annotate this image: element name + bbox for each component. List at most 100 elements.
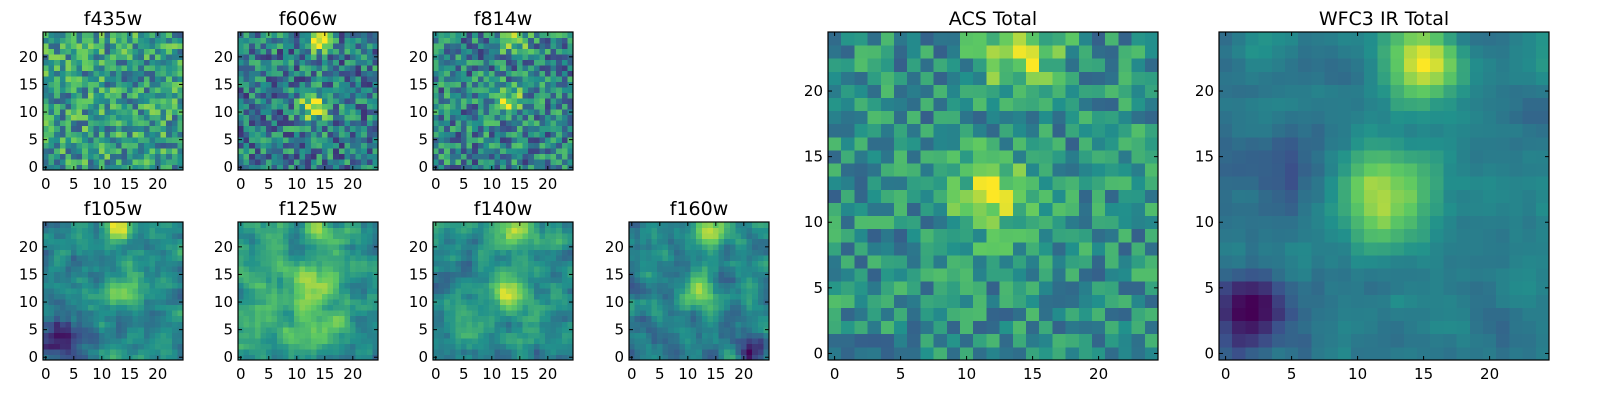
heatmap-cell (690, 271, 697, 278)
heatmap-cell (54, 310, 61, 317)
heatmap-cell (528, 233, 535, 239)
heatmap-cell (59, 87, 66, 94)
heatmap-cell (249, 249, 256, 256)
heatmap-cell (494, 321, 501, 328)
x-tick-label: 5 (459, 365, 469, 383)
heatmap-cell (757, 326, 764, 333)
heatmap-cell (561, 337, 568, 344)
heatmap-cell (455, 164, 462, 171)
heatmap-cell (355, 59, 362, 66)
heatmap-cell (433, 153, 439, 160)
heatmap-cell (449, 125, 456, 132)
heatmap-cell (350, 348, 356, 355)
heatmap-cell (333, 103, 340, 110)
heatmap-cell (65, 153, 72, 160)
heatmap-cell (1065, 202, 1080, 217)
heatmap-cell (48, 222, 55, 228)
heatmap-cell (361, 131, 368, 138)
heatmap-cell (48, 227, 55, 234)
heatmap-cell (461, 238, 467, 245)
heatmap-cell (685, 238, 691, 245)
heatmap-cell (505, 32, 512, 38)
heatmap-cell (99, 76, 105, 83)
heatmap-cell (355, 76, 362, 83)
heatmap-cell (260, 277, 267, 284)
heatmap-cell (238, 304, 244, 311)
heatmap-cell (254, 244, 261, 250)
heatmap-cell (160, 142, 167, 149)
heatmap-cell (841, 163, 855, 177)
heatmap-cell (355, 348, 362, 355)
heatmap-cell (93, 354, 100, 361)
heatmap-cell (500, 59, 507, 66)
heatmap-cell (87, 348, 94, 355)
heatmap-cell (87, 354, 94, 361)
heatmap-cell (505, 147, 512, 154)
heatmap-cell (556, 147, 563, 154)
heatmap-cell (48, 48, 55, 55)
heatmap-cell (505, 288, 512, 295)
heatmap-cell (93, 299, 100, 306)
heatmap-cell (121, 238, 128, 245)
heatmap-cell (76, 293, 83, 300)
heatmap-cell (556, 354, 563, 361)
heatmap-cell (634, 304, 641, 311)
heatmap-cell (854, 307, 868, 322)
heatmap-cell (166, 310, 173, 317)
heatmap-cell (87, 315, 94, 322)
heatmap-cell (87, 98, 94, 105)
heatmap-cell (338, 103, 345, 110)
heatmap-cell (517, 266, 523, 273)
heatmap-cell (361, 337, 368, 344)
heatmap-cell (466, 304, 473, 311)
heatmap-cell (556, 255, 563, 262)
heatmap-cell (500, 293, 507, 300)
heatmap-cell (310, 98, 317, 105)
heatmap-cell (696, 260, 703, 267)
heatmap-cell (243, 87, 250, 94)
x-tick-label: 5 (655, 365, 665, 383)
heatmap-cell (87, 136, 94, 143)
heatmap-cell (104, 260, 111, 267)
heatmap-cell (149, 299, 156, 306)
heatmap-cell (550, 227, 557, 234)
heatmap-cell (71, 120, 77, 127)
heatmap-cell (271, 153, 278, 160)
heatmap-cell (76, 244, 83, 250)
heatmap-cell (155, 310, 161, 317)
heatmap-cell (567, 32, 574, 38)
heatmap-cell (294, 103, 300, 110)
heatmap-cell (299, 131, 306, 138)
heatmap-cell (634, 293, 641, 300)
heatmap-cell (500, 255, 507, 262)
heatmap-cell (99, 299, 105, 306)
heatmap-cell (338, 332, 345, 339)
heatmap-cell (333, 153, 340, 160)
heatmap-cell (59, 158, 66, 165)
heatmap-cell (366, 164, 373, 171)
heatmap-cell (920, 215, 934, 230)
heatmap-cell (82, 81, 89, 88)
heatmap-cell (333, 271, 340, 278)
heatmap-cell (500, 109, 507, 116)
heatmap-cell (505, 354, 512, 361)
heatmap-cell (294, 227, 300, 234)
heatmap-cell (54, 65, 61, 72)
heatmap-cell (645, 266, 652, 273)
heatmap-cell (254, 43, 261, 49)
heatmap-cell (132, 348, 139, 355)
heatmap-cell (76, 125, 83, 132)
heatmap-cell (76, 92, 83, 99)
heatmap-cell (271, 222, 278, 228)
heatmap-cell (254, 277, 261, 284)
heatmap-cell (266, 249, 272, 256)
heatmap-cell (472, 70, 479, 77)
heatmap-cell (299, 37, 306, 44)
heatmap-cell (920, 320, 934, 335)
heatmap-cell (729, 354, 736, 361)
heatmap-cell (93, 288, 100, 295)
heatmap-cell (472, 332, 479, 339)
heatmap-cell (316, 315, 323, 322)
heatmap-cell (277, 147, 284, 154)
